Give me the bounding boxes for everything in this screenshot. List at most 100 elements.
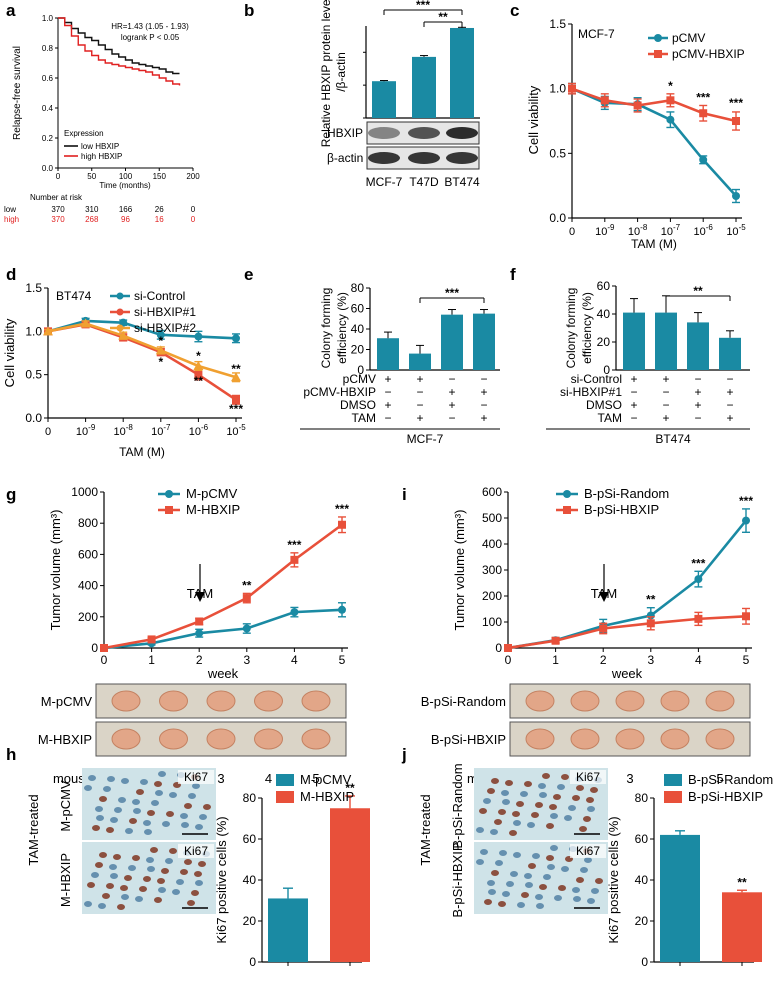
cell-nucleus bbox=[535, 894, 543, 900]
risk-row-label: low bbox=[4, 205, 16, 214]
cell-nucleus bbox=[143, 876, 151, 882]
tumor-row-label: M-HBXIP bbox=[38, 732, 92, 747]
cell-nucleus bbox=[525, 882, 533, 888]
risk-value: 310 bbox=[85, 205, 99, 214]
data-point bbox=[195, 617, 204, 626]
x-tick-label: 2 bbox=[600, 653, 607, 667]
legend-marker bbox=[563, 490, 571, 498]
x-tick-label: 0 bbox=[56, 172, 61, 181]
y-tick-label: 80 bbox=[351, 281, 365, 295]
condition-label: pCMV bbox=[343, 372, 376, 386]
legend-marker bbox=[654, 50, 662, 58]
x-tick-label: 200 bbox=[186, 172, 200, 181]
condition-sign: − bbox=[384, 385, 391, 399]
y-tick-label: 1.0 bbox=[42, 14, 54, 23]
y-tick-label: 0 bbox=[357, 363, 364, 377]
cell-nucleus bbox=[520, 791, 528, 797]
cell-nucleus bbox=[151, 800, 159, 806]
y-axis-title: Ki67 positive cells (%) bbox=[606, 816, 621, 943]
legend-label: B-pSi-HBXIP bbox=[688, 789, 763, 804]
legend-label: M-pCMV bbox=[186, 486, 238, 501]
y-tick-label: 20 bbox=[635, 914, 649, 928]
data-point bbox=[232, 395, 240, 404]
y-tick-label: 80 bbox=[635, 791, 649, 805]
data-point bbox=[666, 96, 675, 105]
y-axis-title: Relapse-free survival bbox=[12, 46, 23, 140]
condition-sign: + bbox=[384, 372, 391, 386]
tumor-sample bbox=[660, 728, 690, 750]
tumor-sample bbox=[570, 690, 600, 712]
y-tick-label: 800 bbox=[78, 516, 98, 530]
y-tick-label: 200 bbox=[78, 610, 98, 624]
y-tick-label: 1.0 bbox=[549, 82, 566, 96]
cell-nucleus bbox=[181, 822, 189, 828]
data-point bbox=[694, 614, 703, 623]
cell-nucleus bbox=[554, 895, 562, 901]
image-label: B-pSi-Random bbox=[450, 763, 465, 848]
cell-nucleus bbox=[135, 896, 143, 902]
x-tick-exponent: -8 bbox=[640, 223, 648, 232]
panel-letter-j: j bbox=[401, 745, 407, 764]
bar-B-pSi-HBXIP bbox=[722, 892, 762, 962]
y-tick-label: 0 bbox=[91, 641, 98, 655]
panel-letter-a: a bbox=[6, 1, 16, 20]
cell-nucleus bbox=[147, 810, 155, 816]
y-tick-label: 100 bbox=[482, 615, 502, 629]
cell-nucleus bbox=[512, 811, 520, 817]
cell-nucleus bbox=[553, 794, 561, 800]
tumor-sample bbox=[570, 728, 600, 750]
x-tick-label: 10-8 bbox=[114, 423, 134, 438]
cell-nucleus bbox=[132, 799, 140, 805]
cell-nucleus bbox=[483, 798, 491, 804]
data-point bbox=[568, 84, 576, 93]
bar-BT474 bbox=[450, 27, 474, 118]
y-tick-label: 0.5 bbox=[25, 368, 42, 382]
x-tick-label: 10-7 bbox=[151, 423, 171, 438]
y-tick-label: 200 bbox=[482, 589, 502, 603]
x-tick-label: 0 bbox=[505, 653, 512, 667]
sig-star: ** bbox=[231, 362, 241, 376]
condition-sign: − bbox=[416, 398, 423, 412]
bar bbox=[719, 337, 741, 370]
x-tick-label: 0 bbox=[101, 653, 108, 667]
y-tick-label: 500 bbox=[482, 511, 502, 525]
data-point bbox=[699, 155, 708, 164]
hazard-ratio-text: HR=1.43 (1.05 - 1.93) bbox=[111, 22, 189, 31]
bar bbox=[687, 322, 709, 370]
y-tick-label: 1000 bbox=[71, 485, 98, 499]
cell-nucleus bbox=[476, 827, 484, 833]
y-tick-label: 80 bbox=[243, 791, 257, 805]
cell-nucleus bbox=[539, 884, 547, 890]
sig-star: ** bbox=[646, 593, 656, 607]
cell-nucleus bbox=[564, 815, 572, 821]
y-tick-label: 60 bbox=[597, 279, 611, 293]
sig-star: *** bbox=[416, 0, 430, 12]
cell-nucleus bbox=[583, 816, 591, 822]
panel-letter-c: c bbox=[510, 1, 519, 20]
cell-nucleus bbox=[84, 901, 92, 907]
x-tick-label: 5 bbox=[743, 653, 750, 667]
y-axis-title-2: efficiency (%) bbox=[335, 292, 349, 364]
legend-label: si-HBXIP#2 bbox=[134, 321, 196, 335]
sig-star: *** bbox=[691, 556, 705, 570]
cell-nucleus bbox=[165, 858, 173, 864]
x-tick-exponent: -9 bbox=[88, 423, 96, 432]
x-tick-exponent: -8 bbox=[126, 423, 134, 432]
x-tick-label: 0 bbox=[45, 426, 51, 438]
x-axis-title: Time (months) bbox=[99, 181, 151, 190]
image-label: M-HBXIP bbox=[58, 853, 73, 907]
sig-star: ** bbox=[345, 781, 355, 795]
tam-arrowhead bbox=[195, 592, 205, 602]
series-line-0 bbox=[47, 319, 237, 340]
tumor-sample bbox=[206, 728, 236, 750]
cell-nucleus bbox=[125, 828, 133, 834]
cell-nucleus bbox=[172, 889, 180, 895]
condition-sign: − bbox=[630, 385, 637, 399]
tumor-sample bbox=[705, 690, 735, 712]
x-tick-label: 3 bbox=[243, 653, 250, 667]
x-tick-label: 100 bbox=[119, 172, 133, 181]
data-point bbox=[732, 192, 740, 201]
condition-sign: − bbox=[448, 411, 455, 425]
sig-star: *** bbox=[229, 402, 243, 416]
cell-nucleus bbox=[595, 878, 603, 884]
